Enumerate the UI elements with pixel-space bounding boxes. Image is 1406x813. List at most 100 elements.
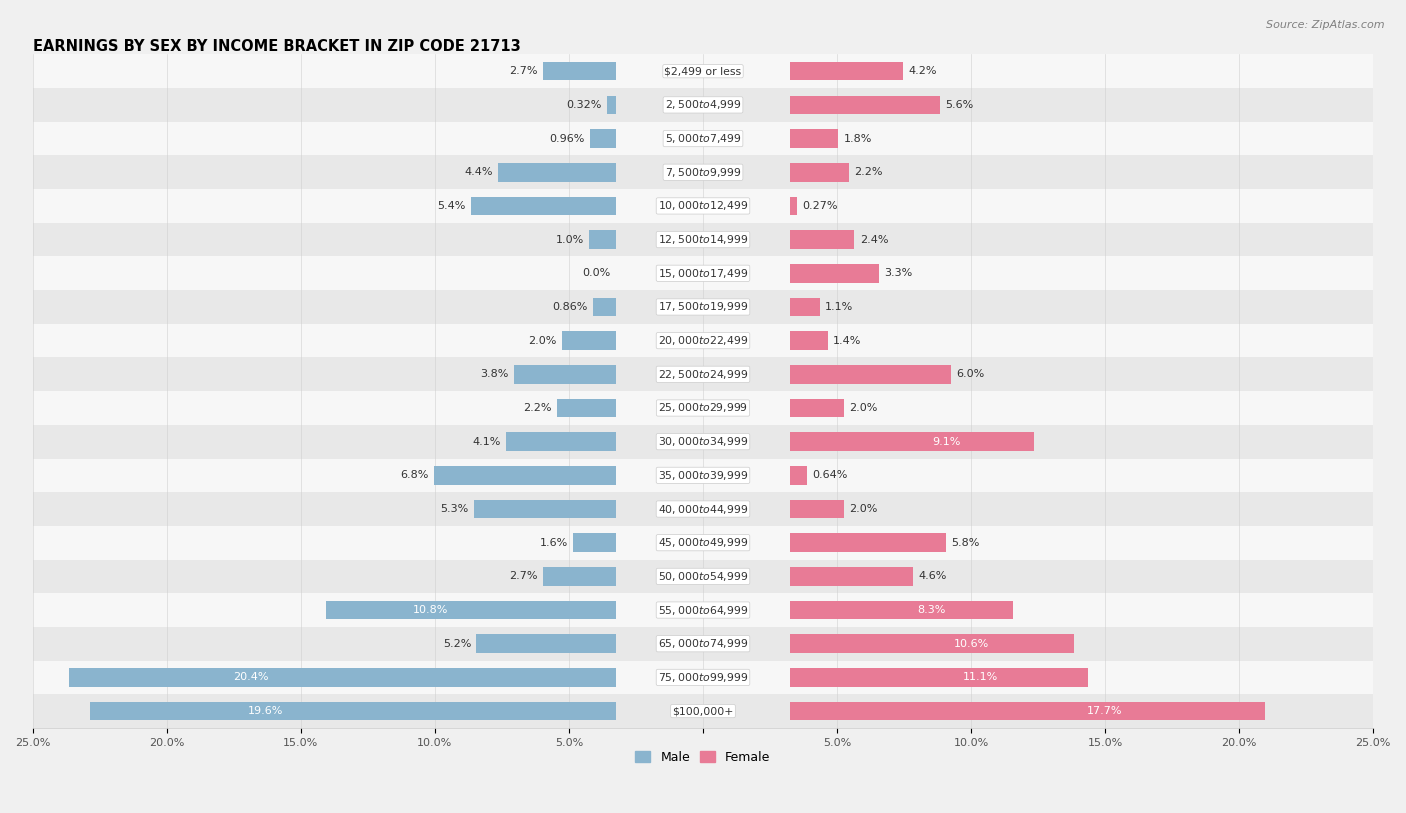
- Text: 2.2%: 2.2%: [523, 403, 551, 413]
- Bar: [790, 433, 1035, 451]
- Bar: [790, 197, 797, 215]
- Bar: [593, 298, 616, 316]
- Bar: [32, 492, 1374, 526]
- Bar: [790, 533, 946, 552]
- Bar: [498, 163, 616, 181]
- Text: 5.8%: 5.8%: [950, 537, 980, 548]
- Bar: [544, 567, 616, 585]
- Text: 2.0%: 2.0%: [849, 403, 877, 413]
- Bar: [32, 256, 1374, 290]
- Text: 0.0%: 0.0%: [582, 268, 610, 278]
- Bar: [32, 189, 1374, 223]
- Text: $45,000 to $49,999: $45,000 to $49,999: [658, 537, 748, 550]
- Text: 5.4%: 5.4%: [437, 201, 465, 211]
- Text: $55,000 to $64,999: $55,000 to $64,999: [658, 603, 748, 616]
- Text: 3.3%: 3.3%: [884, 268, 912, 278]
- Text: $25,000 to $29,999: $25,000 to $29,999: [658, 402, 748, 415]
- Bar: [32, 223, 1374, 256]
- Text: 1.0%: 1.0%: [555, 235, 583, 245]
- Text: 0.86%: 0.86%: [553, 302, 588, 312]
- Text: $30,000 to $34,999: $30,000 to $34,999: [658, 435, 748, 448]
- Bar: [790, 332, 828, 350]
- Bar: [790, 466, 807, 485]
- Bar: [790, 500, 844, 518]
- Text: 5.2%: 5.2%: [443, 639, 471, 649]
- Text: 4.2%: 4.2%: [908, 66, 936, 76]
- Text: $22,500 to $24,999: $22,500 to $24,999: [658, 367, 748, 380]
- Text: Source: ZipAtlas.com: Source: ZipAtlas.com: [1267, 20, 1385, 30]
- Text: 17.7%: 17.7%: [1087, 706, 1122, 716]
- Bar: [790, 668, 1088, 687]
- Text: 0.32%: 0.32%: [567, 100, 602, 110]
- Text: 1.1%: 1.1%: [825, 302, 853, 312]
- Text: 20.4%: 20.4%: [233, 672, 269, 682]
- Bar: [790, 365, 950, 384]
- Text: 2.0%: 2.0%: [849, 504, 877, 514]
- Text: 2.2%: 2.2%: [855, 167, 883, 177]
- Text: $75,000 to $99,999: $75,000 to $99,999: [658, 671, 748, 684]
- Bar: [790, 163, 849, 181]
- Bar: [790, 634, 1074, 653]
- Text: EARNINGS BY SEX BY INCOME BRACKET IN ZIP CODE 21713: EARNINGS BY SEX BY INCOME BRACKET IN ZIP…: [32, 39, 520, 54]
- Bar: [32, 559, 1374, 593]
- Text: 6.0%: 6.0%: [956, 369, 984, 380]
- Bar: [790, 230, 855, 249]
- Text: 19.6%: 19.6%: [247, 706, 284, 716]
- Bar: [574, 533, 616, 552]
- Text: 5.6%: 5.6%: [946, 100, 974, 110]
- Bar: [790, 264, 879, 283]
- Bar: [474, 500, 616, 518]
- Bar: [591, 129, 616, 148]
- Bar: [32, 660, 1374, 694]
- Bar: [32, 290, 1374, 324]
- Bar: [790, 398, 844, 417]
- Bar: [32, 358, 1374, 391]
- Text: $35,000 to $39,999: $35,000 to $39,999: [658, 469, 748, 482]
- Text: 9.1%: 9.1%: [932, 437, 960, 446]
- Text: $20,000 to $22,499: $20,000 to $22,499: [658, 334, 748, 347]
- Bar: [32, 425, 1374, 459]
- Bar: [544, 62, 616, 80]
- Legend: Male, Female: Male, Female: [630, 746, 776, 769]
- Text: $15,000 to $17,499: $15,000 to $17,499: [658, 267, 748, 280]
- Bar: [90, 702, 616, 720]
- Bar: [790, 567, 914, 585]
- Text: 1.4%: 1.4%: [832, 336, 862, 346]
- Bar: [790, 129, 838, 148]
- Bar: [32, 122, 1374, 155]
- Bar: [433, 466, 616, 485]
- Bar: [32, 155, 1374, 189]
- Text: 8.3%: 8.3%: [918, 605, 946, 615]
- Bar: [32, 694, 1374, 728]
- Text: 3.8%: 3.8%: [481, 369, 509, 380]
- Text: 1.6%: 1.6%: [540, 537, 568, 548]
- Text: $50,000 to $54,999: $50,000 to $54,999: [658, 570, 748, 583]
- Text: 1.8%: 1.8%: [844, 133, 872, 144]
- Bar: [32, 88, 1374, 122]
- Text: $40,000 to $44,999: $40,000 to $44,999: [658, 502, 748, 515]
- Bar: [506, 433, 616, 451]
- Text: 0.96%: 0.96%: [550, 133, 585, 144]
- Bar: [589, 230, 616, 249]
- Text: $7,500 to $9,999: $7,500 to $9,999: [665, 166, 741, 179]
- Bar: [69, 668, 616, 687]
- Text: $2,500 to $4,999: $2,500 to $4,999: [665, 98, 741, 111]
- Bar: [326, 601, 616, 620]
- Text: $12,500 to $14,999: $12,500 to $14,999: [658, 233, 748, 246]
- Bar: [32, 391, 1374, 425]
- Text: 4.6%: 4.6%: [920, 572, 948, 581]
- Text: 2.7%: 2.7%: [509, 572, 538, 581]
- Bar: [790, 702, 1265, 720]
- Text: 11.1%: 11.1%: [963, 672, 998, 682]
- Text: $2,499 or less: $2,499 or less: [665, 66, 741, 76]
- Text: $65,000 to $74,999: $65,000 to $74,999: [658, 637, 748, 650]
- Bar: [32, 627, 1374, 660]
- Text: 10.8%: 10.8%: [413, 605, 449, 615]
- Bar: [32, 593, 1374, 627]
- Bar: [790, 298, 820, 316]
- Text: 0.27%: 0.27%: [803, 201, 838, 211]
- Text: 10.6%: 10.6%: [953, 639, 988, 649]
- Text: 6.8%: 6.8%: [399, 471, 429, 480]
- Bar: [32, 54, 1374, 88]
- Bar: [607, 96, 616, 114]
